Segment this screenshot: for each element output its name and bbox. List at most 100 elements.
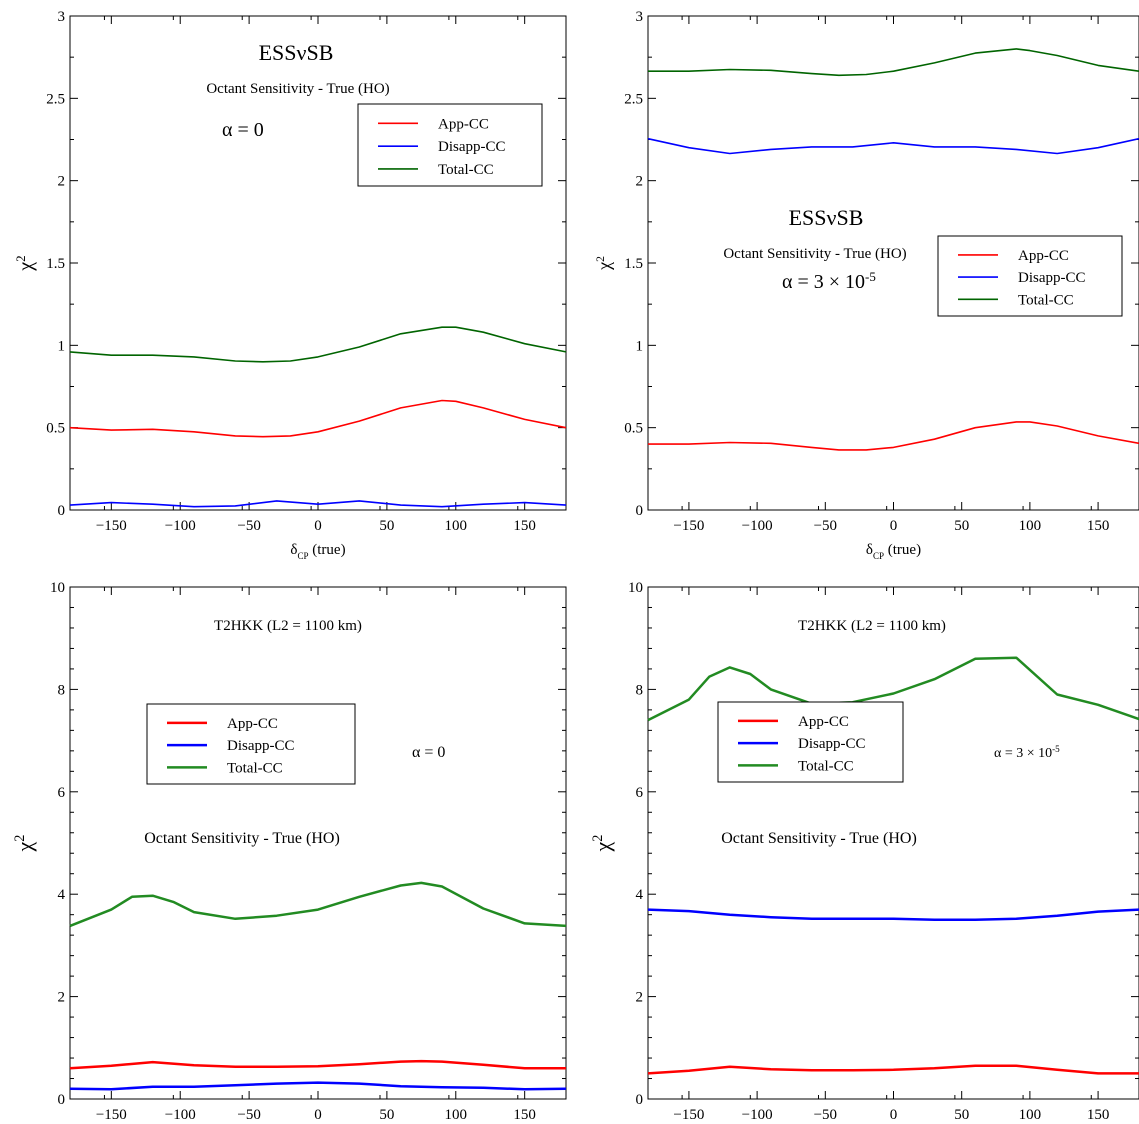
series-line-total-cc bbox=[69, 326, 567, 363]
x-tick-label: 50 bbox=[954, 518, 969, 534]
y-tick-label: 0 bbox=[58, 1092, 66, 1108]
y-tick-label: 0.5 bbox=[624, 421, 643, 437]
y-axis-label-group: χ2 bbox=[13, 255, 38, 271]
series-line-total-cc bbox=[69, 881, 567, 928]
x-tick-label: 100 bbox=[445, 1107, 468, 1123]
chart-subtitle: Octant Sensitivity - True (HO) bbox=[144, 830, 340, 847]
legend-label: Total-CC bbox=[798, 758, 854, 774]
y-axis-label-group: χ2 bbox=[594, 256, 615, 271]
x-tick-label: 0 bbox=[314, 1107, 322, 1123]
x-axis-label: δCP bbox=[305, 1122, 332, 1124]
chart-subtitle: Octant Sensitivity - True (HO) bbox=[723, 246, 906, 262]
series-line-disapp-cc bbox=[69, 500, 567, 508]
x-tick-label: −100 bbox=[742, 1107, 773, 1123]
y-tick-label: 1 bbox=[58, 338, 66, 354]
x-tick-label: −100 bbox=[742, 518, 773, 534]
x-tick-label: −150 bbox=[673, 1107, 704, 1123]
chart-title: ESSνSB bbox=[259, 40, 334, 65]
chart-title: ESSνSB bbox=[789, 205, 864, 230]
x-axis-label: δCP (true) bbox=[866, 542, 921, 561]
y-tick-label: 2 bbox=[58, 174, 66, 190]
y-tick-label: 2.5 bbox=[46, 91, 65, 107]
y-tick-label: 1.5 bbox=[624, 256, 643, 272]
legend-label: App-CC bbox=[227, 716, 278, 732]
y-axis-label: χ2 bbox=[12, 835, 37, 853]
y-axis-label: χ2 bbox=[13, 255, 38, 271]
chart-title: T2HKK (L2 = 1100 km) bbox=[214, 618, 362, 634]
alpha-annotation: α = 3 × 10-5 bbox=[994, 744, 1060, 761]
chart-panel-3: −150 −100 −50 0 50 100 150 0 2 4 6 8 10 δCP χ2 App-CC Di… bbox=[12, 580, 567, 1124]
legend-box bbox=[357, 103, 543, 187]
chart-panel-2: −150 −100 −50 0 50 100 150 0 0.5 1 1.5 2 2.5 3 δCP (tr… bbox=[594, 9, 1139, 561]
y-tick-label: 0.5 bbox=[46, 421, 65, 437]
y-tick-label: 3 bbox=[636, 9, 644, 25]
x-tick-label: 0 bbox=[890, 518, 898, 534]
legend-label: Disapp-CC bbox=[438, 139, 506, 155]
y-tick-label: 2 bbox=[636, 990, 644, 1006]
legend-label: App-CC bbox=[798, 714, 849, 730]
alpha-annotation: α = 0 bbox=[412, 744, 445, 761]
x-tick-label: −150 bbox=[96, 518, 127, 534]
alpha-annotation: α = 3 × 10-5 bbox=[782, 269, 876, 294]
y-tick-label: 10 bbox=[50, 580, 65, 596]
y-tick-label: 1.5 bbox=[46, 256, 65, 272]
series-line-total-cc bbox=[648, 48, 1139, 77]
y-tick-label: 4 bbox=[636, 887, 644, 903]
y-tick-label: 8 bbox=[636, 682, 644, 698]
series-line-app-cc bbox=[69, 1059, 566, 1070]
y-tick-label: 2.5 bbox=[624, 91, 643, 107]
series-line-app-cc bbox=[648, 421, 1139, 451]
y-tick-label: 10 bbox=[628, 580, 643, 596]
legend-label: App-CC bbox=[438, 116, 489, 132]
y-tick-label: 2 bbox=[58, 990, 66, 1006]
series-line-app-cc bbox=[647, 1064, 1139, 1075]
legend-label: Disapp-CC bbox=[798, 736, 866, 752]
legend-label: Total-CC bbox=[1018, 292, 1074, 308]
y-axis-label: χ2 bbox=[590, 835, 615, 853]
x-axis-label: δCP (true) bbox=[290, 542, 345, 561]
y-tick-label: 6 bbox=[58, 785, 66, 801]
series-line-disapp-cc bbox=[647, 908, 1139, 922]
x-tick-label: 100 bbox=[1019, 518, 1042, 534]
y-tick-label: 0 bbox=[58, 503, 66, 519]
y-tick-label: 8 bbox=[58, 682, 66, 698]
x-tick-label: 50 bbox=[379, 1107, 394, 1123]
legend-label: App-CC bbox=[1018, 248, 1069, 264]
chart-subtitle: Octant Sensitivity - True (HO) bbox=[206, 81, 389, 97]
x-tick-label: −100 bbox=[165, 518, 196, 534]
x-tick-label: 100 bbox=[1019, 1107, 1042, 1123]
legend-box bbox=[937, 235, 1123, 317]
y-tick-label: 6 bbox=[636, 785, 644, 801]
series-line-disapp-cc bbox=[69, 1081, 567, 1091]
x-tick-label: −50 bbox=[237, 518, 260, 534]
y-axis-label: χ2 bbox=[594, 256, 615, 271]
legend-label: Total-CC bbox=[227, 760, 283, 776]
y-axis-label-group: χ2 bbox=[12, 835, 37, 853]
chart-subtitle: Octant Sensitivity - True (HO) bbox=[721, 830, 917, 847]
x-tick-label: −150 bbox=[673, 518, 704, 534]
y-axis-label-group: χ2 bbox=[590, 835, 615, 853]
chart-title: T2HKK (L2 = 1100 km) bbox=[798, 618, 946, 634]
chart-panel-4: −150 −100 −50 0 50 100 150 0 2 4 6 8 10 δCP χ2 App-CC Di… bbox=[590, 580, 1139, 1124]
y-tick-label: 0 bbox=[636, 1092, 644, 1108]
x-tick-label: 150 bbox=[1087, 518, 1110, 534]
y-tick-label: 1 bbox=[636, 338, 644, 354]
legend-label: Disapp-CC bbox=[227, 738, 295, 754]
chart-panel-1: −150 −100 −50 0 50 100 150 0 0.5 1 1.5 2 2.5 3 δCP (tr… bbox=[13, 9, 567, 561]
x-tick-label: 150 bbox=[1087, 1107, 1110, 1123]
y-tick-label: 2 bbox=[636, 174, 644, 190]
x-tick-label: 150 bbox=[513, 1107, 536, 1123]
x-tick-label: −50 bbox=[814, 518, 837, 534]
x-tick-label: 0 bbox=[890, 1107, 898, 1123]
y-tick-label: 4 bbox=[58, 887, 66, 903]
x-tick-label: 50 bbox=[379, 518, 394, 534]
x-tick-label: −100 bbox=[165, 1107, 196, 1123]
x-tick-label: −50 bbox=[237, 1107, 260, 1123]
x-tick-label: 0 bbox=[314, 518, 322, 534]
y-tick-label: 3 bbox=[58, 9, 66, 25]
x-tick-label: 50 bbox=[954, 1107, 969, 1123]
x-tick-label: −150 bbox=[96, 1107, 127, 1123]
series-line-app-cc bbox=[69, 399, 567, 438]
x-tick-label: 100 bbox=[445, 518, 468, 534]
